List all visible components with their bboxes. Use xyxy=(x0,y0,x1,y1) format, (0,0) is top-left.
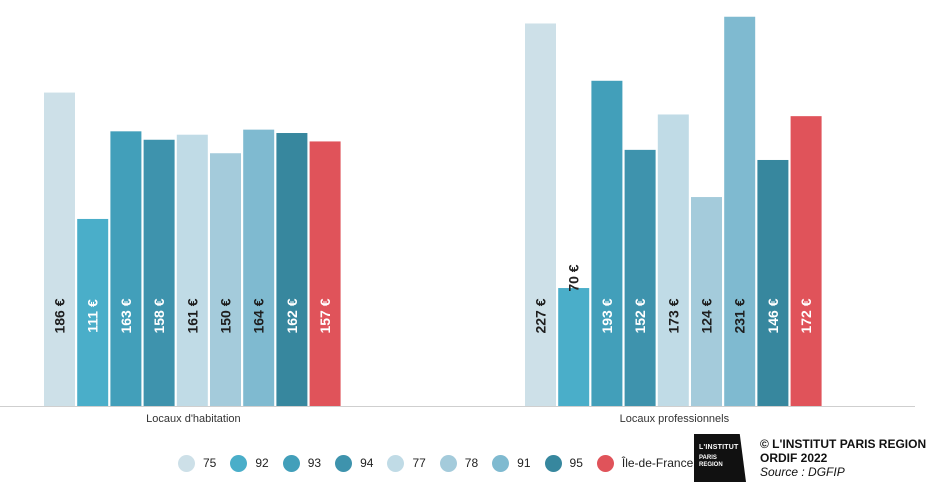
data-label-1-6: 231 € xyxy=(732,298,748,333)
data-label-0-2: 163 € xyxy=(118,298,134,333)
legend-item: Île-de-France xyxy=(596,454,694,472)
legend-item: 91 xyxy=(492,454,531,472)
bar-0-7 xyxy=(276,133,308,407)
data-label-0-5: 150 € xyxy=(218,298,234,333)
legend-label: 75 xyxy=(203,456,217,470)
data-label-1-4: 173 € xyxy=(665,298,681,333)
bar-0-5 xyxy=(210,153,241,406)
legend-swatch-icon xyxy=(282,454,300,472)
legend-item: 75 xyxy=(178,454,217,472)
legend-label: 77 xyxy=(412,456,426,470)
category-label-1: Locaux professionnels xyxy=(620,413,730,425)
credits: © L'INSTITUT PARIS REGION ORDIF 2022 Sou… xyxy=(760,437,926,479)
legend: 75 92 93 94 77 78 91 95 Île-de-France xyxy=(178,452,707,474)
bar-1-7 xyxy=(757,159,789,406)
legend-swatch-icon xyxy=(335,454,353,472)
data-label-0-6: 164 € xyxy=(251,298,267,333)
data-label-0-8: 157 € xyxy=(317,298,333,333)
legend-item: 92 xyxy=(230,454,269,472)
legend-label: 91 xyxy=(517,456,531,470)
data-label-1-3: 152 € xyxy=(632,298,648,333)
data-label-1-1: 70 € xyxy=(566,264,582,291)
legend-label: 93 xyxy=(307,456,322,470)
bar-1-0 xyxy=(525,23,556,407)
copyright-text: © L'INSTITUT PARIS REGION xyxy=(760,437,927,451)
data-label-0-4: 161 € xyxy=(184,298,200,333)
logo-text-line2: PARIS REGION xyxy=(699,455,723,468)
bar-1-4 xyxy=(657,114,689,406)
data-label-1-2: 193 € xyxy=(599,298,615,333)
legend-item: 95 xyxy=(544,454,583,472)
data-label-0-7: 162 € xyxy=(284,298,300,333)
legend-item: 94 xyxy=(335,454,374,472)
data-label-0-3: 158 € xyxy=(151,298,167,333)
legend-item: 93 xyxy=(282,454,322,472)
data-label-1-0: 227 € xyxy=(533,298,549,333)
bar-0-8 xyxy=(309,141,341,406)
bar-1-3 xyxy=(624,149,656,406)
legend-swatch-icon xyxy=(439,454,457,472)
legend-label: 95 xyxy=(569,456,583,470)
legend-item: 77 xyxy=(387,454,426,472)
legend-label: 78 xyxy=(464,456,479,470)
legend-swatch-icon xyxy=(492,454,510,472)
bar-0-4 xyxy=(176,134,208,406)
bar-1-1 xyxy=(558,288,590,406)
bar-chart: 186 € 111 € 163 € 158 € 161 € 150 € 164 € 162 €… xyxy=(0,16,915,425)
bar-0-0 xyxy=(44,92,75,406)
legend-swatch-icon xyxy=(178,454,195,472)
bar-0-3 xyxy=(143,139,175,407)
bar-0-6 xyxy=(243,129,275,406)
category-label-0: Locaux d'habitation xyxy=(146,413,240,425)
legend-label: 94 xyxy=(360,456,374,470)
legend-item: 78 xyxy=(439,454,479,472)
legend-swatch-icon xyxy=(544,454,562,472)
legend-label: 92 xyxy=(255,456,269,470)
data-label-1-8: 172 € xyxy=(798,298,814,333)
data-label-1-5: 124 € xyxy=(699,298,715,333)
bar-0-2 xyxy=(110,131,142,407)
legend-swatch-icon xyxy=(230,454,248,472)
data-label-0-1: 111 € xyxy=(85,299,101,333)
logo-text-line1: L'INSTITUT xyxy=(699,444,739,451)
legend-label: Île-de-France xyxy=(621,456,694,470)
institut-paris-region-logo-icon: L'INSTITUT PARIS REGION xyxy=(694,434,746,482)
bar-1-6 xyxy=(724,16,756,407)
bar-1-8 xyxy=(790,116,822,406)
legend-swatch-icon xyxy=(596,454,614,472)
bar-0-1 xyxy=(77,218,109,406)
bar-1-5 xyxy=(691,197,722,406)
source-text: Source : DGFIP xyxy=(760,465,845,479)
data-label-0-0: 186 € xyxy=(52,298,68,333)
ordif-text: ORDIF 2022 xyxy=(760,451,828,465)
bar-1-2 xyxy=(591,80,623,406)
data-label-1-7: 146 € xyxy=(765,298,781,333)
legend-swatch-icon xyxy=(387,454,405,472)
